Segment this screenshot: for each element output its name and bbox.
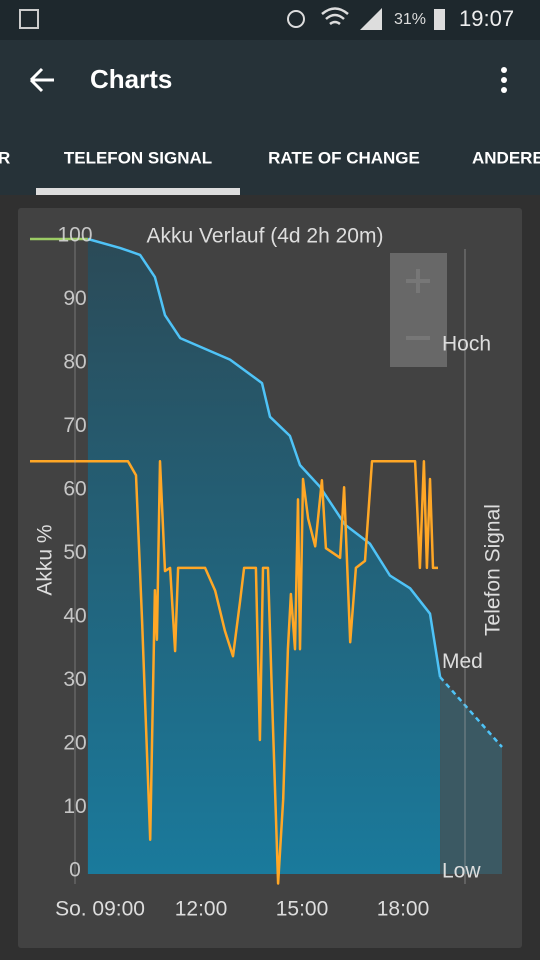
x-tick-label: 12:00: [175, 898, 228, 921]
y2-tick-label: Hoch: [442, 332, 491, 355]
series-line: [30, 460, 438, 885]
y-tick-label: 90: [63, 287, 86, 310]
x-tick-label: 15:00: [276, 898, 329, 921]
y2-axis-label: Telefon Signal: [482, 504, 505, 636]
plot: [30, 237, 503, 885]
tab-indicator: [36, 188, 240, 195]
y-tick-label: 30: [63, 668, 86, 691]
x-tick-label: 18:00: [377, 898, 430, 921]
clock: 19:07: [459, 6, 514, 31]
y-tick-label: 0: [69, 859, 81, 882]
menu-button[interactable]: [501, 67, 507, 93]
battery-icon: [434, 9, 445, 30]
series-line: [439, 676, 503, 748]
app-bar: [0, 40, 540, 195]
y-tick-label: 50: [63, 541, 86, 564]
x-tick-label: So. 09:00: [55, 898, 145, 921]
y-tick-label: 20: [63, 732, 86, 755]
y-tick-label: 60: [63, 478, 86, 501]
battery-area: [440, 677, 502, 874]
battery-percent: 31%: [394, 11, 426, 28]
alarm-icon: [287, 10, 305, 28]
app-title: Charts: [90, 64, 172, 94]
tab[interactable]: R: [0, 148, 10, 167]
status-bar: [0, 0, 540, 40]
y-tick-label: 100: [57, 224, 92, 247]
zoom-in[interactable]: [406, 269, 430, 293]
tab[interactable]: ANDERE: [472, 148, 540, 167]
signal-icon: [360, 8, 382, 30]
y-tick-label: 40: [63, 605, 86, 628]
tab[interactable]: TELEFON SIGNAL: [64, 148, 212, 167]
y-tick-label: 10: [63, 795, 86, 818]
y-tick-label: 70: [63, 414, 86, 437]
y-axis-label: Akku %: [34, 524, 57, 595]
y2-tick-label: Low: [442, 860, 481, 883]
series-line: [87, 237, 442, 678]
gallery-icon: [19, 9, 39, 29]
back-button[interactable]: [29, 67, 54, 93]
tab[interactable]: RATE OF CHANGE: [268, 148, 420, 167]
y2-tick-label: Med: [442, 650, 483, 673]
wifi-icon: [321, 7, 349, 26]
chart-title: Akku Verlauf (4d 2h 20m): [147, 225, 384, 248]
battery-area: [87, 239, 441, 874]
y-tick-label: 80: [63, 351, 86, 374]
